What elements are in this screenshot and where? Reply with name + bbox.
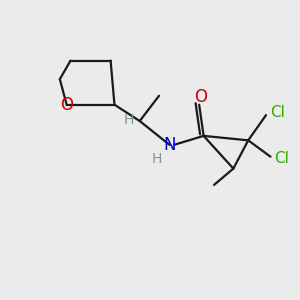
Text: N: N — [163, 136, 176, 154]
Text: Cl: Cl — [274, 151, 289, 166]
Text: Cl: Cl — [270, 105, 285, 120]
Text: H: H — [123, 113, 134, 128]
Text: O: O — [60, 96, 73, 114]
Text: O: O — [194, 88, 207, 106]
Text: H: H — [152, 152, 162, 166]
